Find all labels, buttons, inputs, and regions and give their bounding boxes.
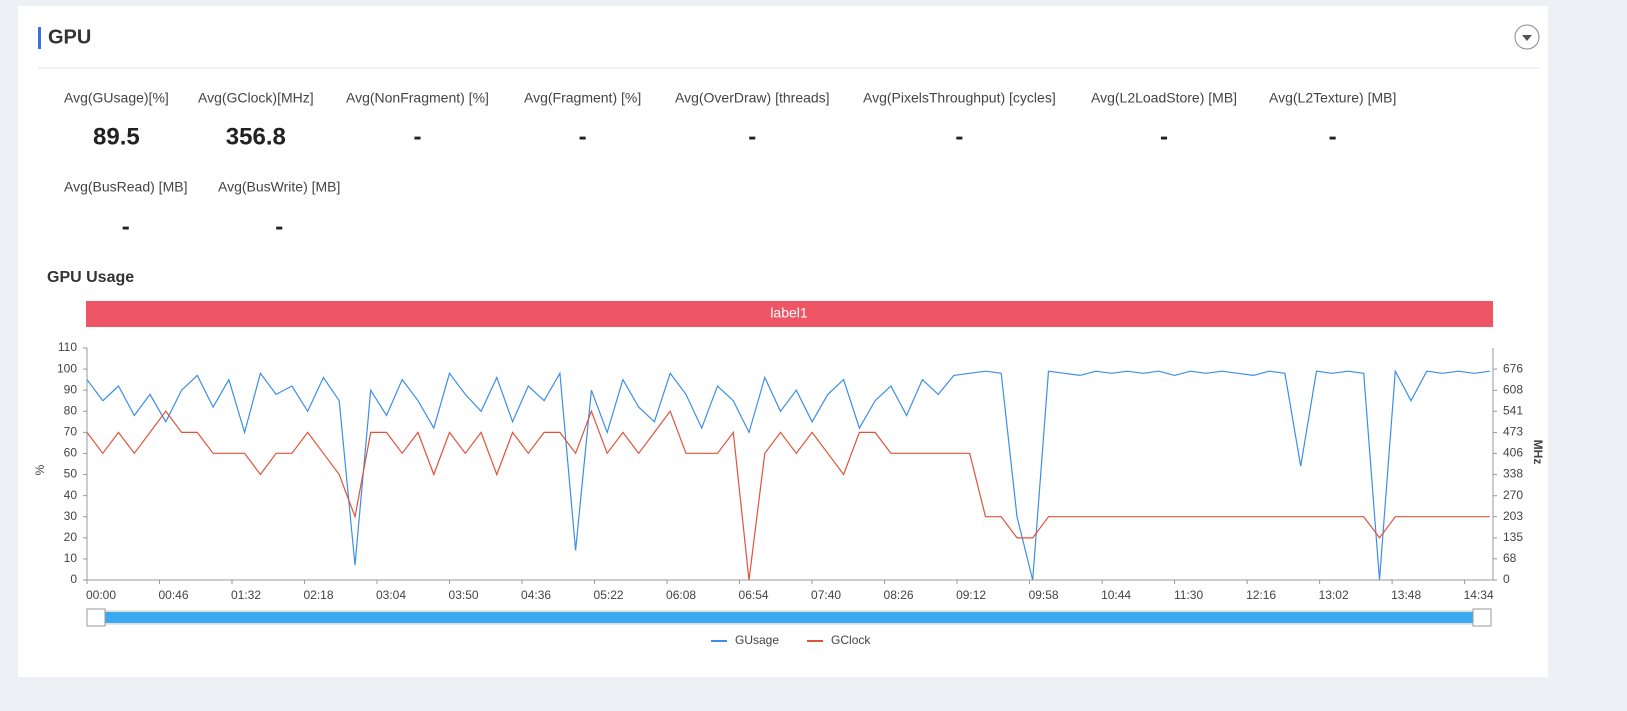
metric-value: 89.5 bbox=[93, 123, 140, 150]
y-tick-label: 40 bbox=[64, 488, 78, 502]
legend-label: GUsage bbox=[735, 633, 779, 647]
y2-tick-label: 608 bbox=[1503, 382, 1523, 396]
x-tick-label: 06:08 bbox=[666, 588, 696, 602]
x-tick-label: 14:34 bbox=[1464, 588, 1494, 602]
x-tick-label: 00:00 bbox=[86, 588, 116, 602]
metric-value: - bbox=[122, 213, 130, 240]
metric-value: 356.8 bbox=[226, 123, 286, 150]
metric-label: Avg(Fragment) [%] bbox=[524, 90, 641, 106]
y-axis-label: % bbox=[33, 464, 47, 475]
y2-tick-label: 135 bbox=[1503, 530, 1523, 544]
metric-label: Avg(NonFragment) [%] bbox=[346, 90, 489, 106]
x-tick-label: 10:44 bbox=[1101, 588, 1131, 602]
x-tick-label: 03:04 bbox=[376, 588, 406, 602]
label-band bbox=[86, 301, 1493, 327]
metric-label: Avg(BusWrite) [MB] bbox=[218, 179, 340, 195]
x-tick-label: 06:54 bbox=[739, 588, 769, 602]
y-tick-label: 80 bbox=[64, 403, 78, 417]
metric-label: Avg(GUsage)[%] bbox=[64, 90, 169, 106]
slider-handle-left[interactable] bbox=[86, 608, 106, 627]
y2-tick-label: 0 bbox=[1503, 572, 1510, 586]
x-tick-label: 01:32 bbox=[231, 588, 261, 602]
x-tick-label: 13:48 bbox=[1391, 588, 1421, 602]
y2-tick-label: 541 bbox=[1503, 403, 1523, 417]
chart-title: GPU Usage bbox=[47, 269, 134, 286]
metric-value: - bbox=[748, 123, 756, 150]
slider-handle-right[interactable] bbox=[1472, 608, 1492, 627]
y-tick-label: 60 bbox=[64, 446, 78, 460]
metric-value: - bbox=[1329, 123, 1337, 150]
y2-tick-label: 676 bbox=[1503, 361, 1523, 375]
y2-tick-label: 338 bbox=[1503, 467, 1523, 481]
x-tick-label: 07:40 bbox=[811, 588, 841, 602]
collapse-button[interactable] bbox=[1514, 24, 1540, 50]
x-tick-label: 00:46 bbox=[158, 588, 188, 602]
slider-range[interactable] bbox=[96, 612, 1482, 623]
y-tick-label: 20 bbox=[64, 530, 78, 544]
legend-label: GClock bbox=[831, 633, 871, 647]
y2-tick-label: 203 bbox=[1503, 509, 1523, 523]
x-tick-label: 02:18 bbox=[304, 588, 334, 602]
x-tick-label: 09:12 bbox=[956, 588, 986, 602]
y2-tick-label: 68 bbox=[1503, 551, 1517, 565]
metric-label: Avg(L2LoadStore) [MB] bbox=[1091, 90, 1237, 106]
x-tick-label: 08:26 bbox=[884, 588, 914, 602]
y2-tick-label: 406 bbox=[1503, 446, 1523, 460]
section-title: GPU bbox=[48, 26, 91, 48]
y2-tick-label: 473 bbox=[1503, 425, 1523, 439]
x-tick-label: 12:16 bbox=[1246, 588, 1276, 602]
zoom-slider[interactable] bbox=[86, 608, 1492, 627]
y-tick-label: 110 bbox=[58, 340, 77, 354]
metric-value: - bbox=[1160, 123, 1168, 150]
metric-label: Avg(PixelsThroughput) [cycles] bbox=[863, 90, 1056, 106]
series-line bbox=[86, 369, 1490, 581]
y2-tick-label: 270 bbox=[1503, 488, 1523, 502]
metric-label: Avg(BusRead) [MB] bbox=[64, 179, 187, 195]
metric-label: Avg(OverDraw) [threads] bbox=[675, 90, 830, 106]
y-tick-label: 100 bbox=[57, 361, 77, 375]
band-label: label1 bbox=[770, 305, 808, 321]
metric-value: - bbox=[275, 213, 283, 240]
x-tick-label: 05:22 bbox=[594, 588, 624, 602]
y-tick-label: 30 bbox=[64, 509, 78, 523]
y-tick-label: 0 bbox=[70, 572, 77, 586]
metric-value: - bbox=[413, 123, 421, 150]
series-line bbox=[86, 409, 1490, 581]
card bbox=[18, 6, 1548, 677]
button-arrow[interactable] bbox=[1522, 35, 1532, 41]
x-tick-label: 04:36 bbox=[521, 588, 551, 602]
x-tick-label: 11:30 bbox=[1174, 588, 1203, 602]
y-tick-label: 70 bbox=[64, 425, 78, 439]
y2-axis-label: MHz bbox=[1531, 440, 1545, 465]
y-tick-label: 50 bbox=[64, 467, 78, 481]
y-tick-label: 10 bbox=[64, 551, 78, 565]
metric-label: Avg(GClock)[MHz] bbox=[198, 90, 314, 106]
metric-value: - bbox=[579, 123, 587, 150]
y-tick-label: 90 bbox=[64, 382, 78, 396]
x-tick-label: 03:50 bbox=[449, 588, 479, 602]
metric-label: Avg(L2Texture) [MB] bbox=[1269, 90, 1396, 106]
x-tick-label: 13:02 bbox=[1319, 588, 1349, 602]
title-accent bbox=[38, 27, 41, 49]
metric-value: - bbox=[955, 123, 963, 150]
x-tick-label: 09:58 bbox=[1029, 588, 1059, 602]
